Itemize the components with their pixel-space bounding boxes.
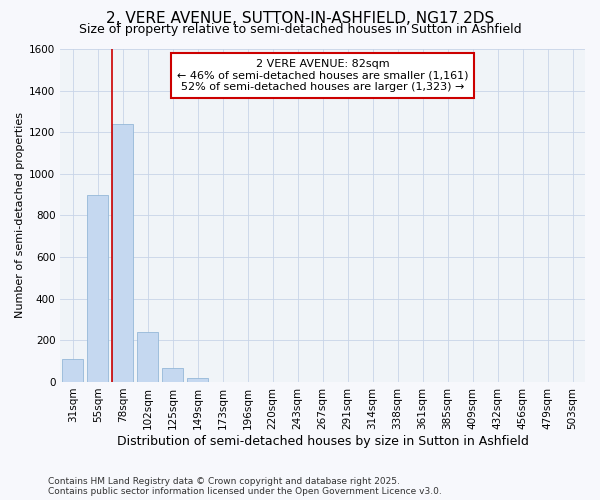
Bar [162, 368, 184, 382]
Bar [187, 378, 208, 382]
Text: Size of property relative to semi-detached houses in Sutton in Ashfield: Size of property relative to semi-detach… [79, 24, 521, 36]
Bar [112, 124, 133, 382]
Y-axis label: Number of semi-detached properties: Number of semi-detached properties [15, 112, 25, 318]
Text: 2, VERE AVENUE, SUTTON-IN-ASHFIELD, NG17 2DS: 2, VERE AVENUE, SUTTON-IN-ASHFIELD, NG17… [106, 11, 494, 26]
Bar [137, 332, 158, 382]
Text: Contains HM Land Registry data © Crown copyright and database right 2025.
Contai: Contains HM Land Registry data © Crown c… [48, 476, 442, 496]
Text: 2 VERE AVENUE: 82sqm
← 46% of semi-detached houses are smaller (1,161)
52% of se: 2 VERE AVENUE: 82sqm ← 46% of semi-detac… [177, 59, 469, 92]
Bar [62, 359, 83, 382]
Bar [87, 194, 109, 382]
X-axis label: Distribution of semi-detached houses by size in Sutton in Ashfield: Distribution of semi-detached houses by … [117, 434, 529, 448]
